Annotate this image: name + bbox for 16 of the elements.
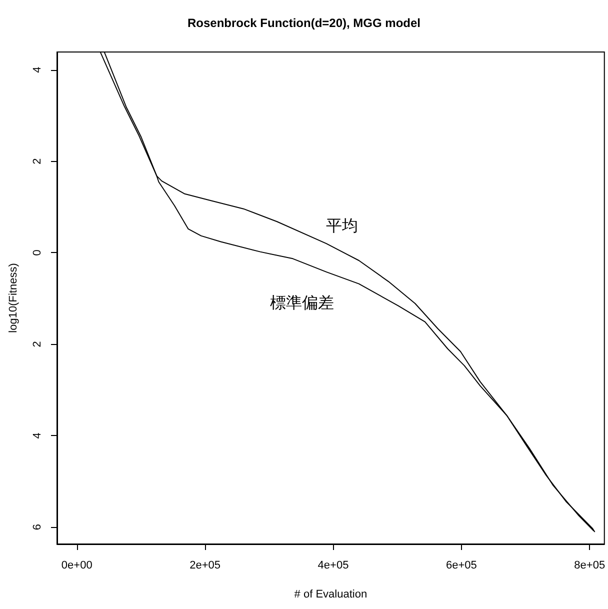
x-tick-label: 6e+05	[446, 560, 477, 572]
chart-title: Rosenbrock Function(d=20), MGG model	[187, 16, 421, 30]
y-tick-label: 4	[32, 432, 44, 439]
series-label: 平均	[326, 218, 358, 236]
x-axis-title: # of Evaluation	[294, 588, 368, 600]
x-tick-label: 8e+05	[574, 560, 606, 572]
x-tick-label: 0e+00	[61, 560, 92, 572]
y-tick-label: 6	[32, 524, 44, 530]
y-tick-label: 0	[32, 250, 44, 256]
y-tick-label: 2	[32, 341, 44, 348]
series-label: 標準偏差	[270, 294, 334, 312]
x-tick-label: 4e+05	[318, 560, 349, 572]
y-tick-label: 4	[32, 66, 44, 73]
y-axis-title: log10(Fitness)	[8, 263, 20, 333]
y-tick-label: 2	[32, 158, 44, 164]
x-tick-label: 2e+05	[190, 560, 221, 572]
